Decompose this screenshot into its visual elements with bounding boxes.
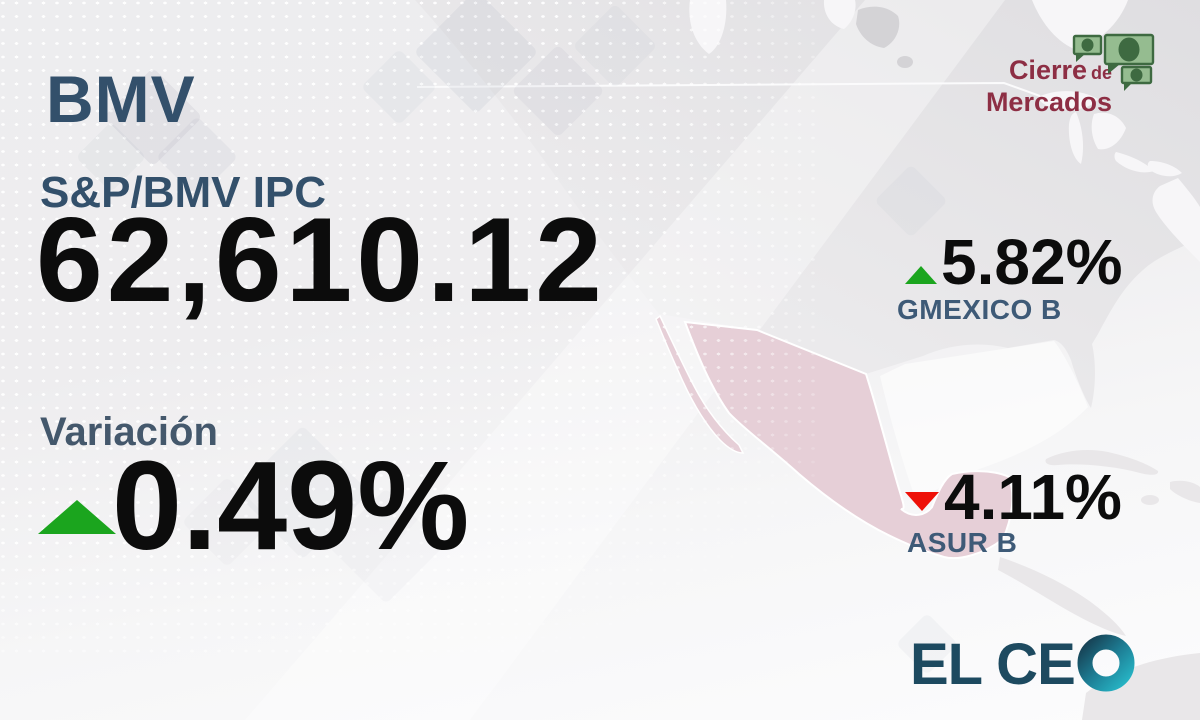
up-arrow-icon bbox=[905, 266, 937, 284]
cierre-de-mercados-logo: Cierre de Mercados bbox=[986, 57, 1112, 116]
mover-value: 5.82% bbox=[941, 226, 1123, 298]
variation-value: 0.49% bbox=[112, 435, 470, 576]
elceo-o-ring-icon bbox=[1077, 634, 1135, 692]
money-speech-bubbles-icon bbox=[1072, 33, 1155, 91]
mover-value: 4.11% bbox=[944, 461, 1122, 533]
money-bubble-small-1 bbox=[1072, 34, 1103, 62]
down-arrow-icon bbox=[905, 492, 939, 511]
cierre-word-mercados: Mercados bbox=[985, 87, 1112, 117]
money-bubble-large bbox=[1103, 33, 1155, 74]
cierre-word-de: de bbox=[1090, 63, 1112, 83]
cierre-word: Cierre bbox=[1008, 55, 1087, 85]
cierre-line1: Cierre de bbox=[986, 57, 1112, 84]
up-arrow-icon bbox=[38, 500, 116, 534]
mover-ticker: ASUR B bbox=[907, 527, 1018, 558]
caribbean-central-america bbox=[998, 450, 1200, 720]
money-bubble-small-2 bbox=[1120, 65, 1153, 91]
elceo-logo: EL CE bbox=[910, 632, 1135, 697]
page-title: BMV bbox=[46, 62, 196, 136]
mover-ticker: GMEXICO B bbox=[897, 294, 1062, 325]
elceo-logo-text: EL CE bbox=[910, 632, 1076, 697]
index-value: 62,610.12 bbox=[36, 193, 606, 327]
